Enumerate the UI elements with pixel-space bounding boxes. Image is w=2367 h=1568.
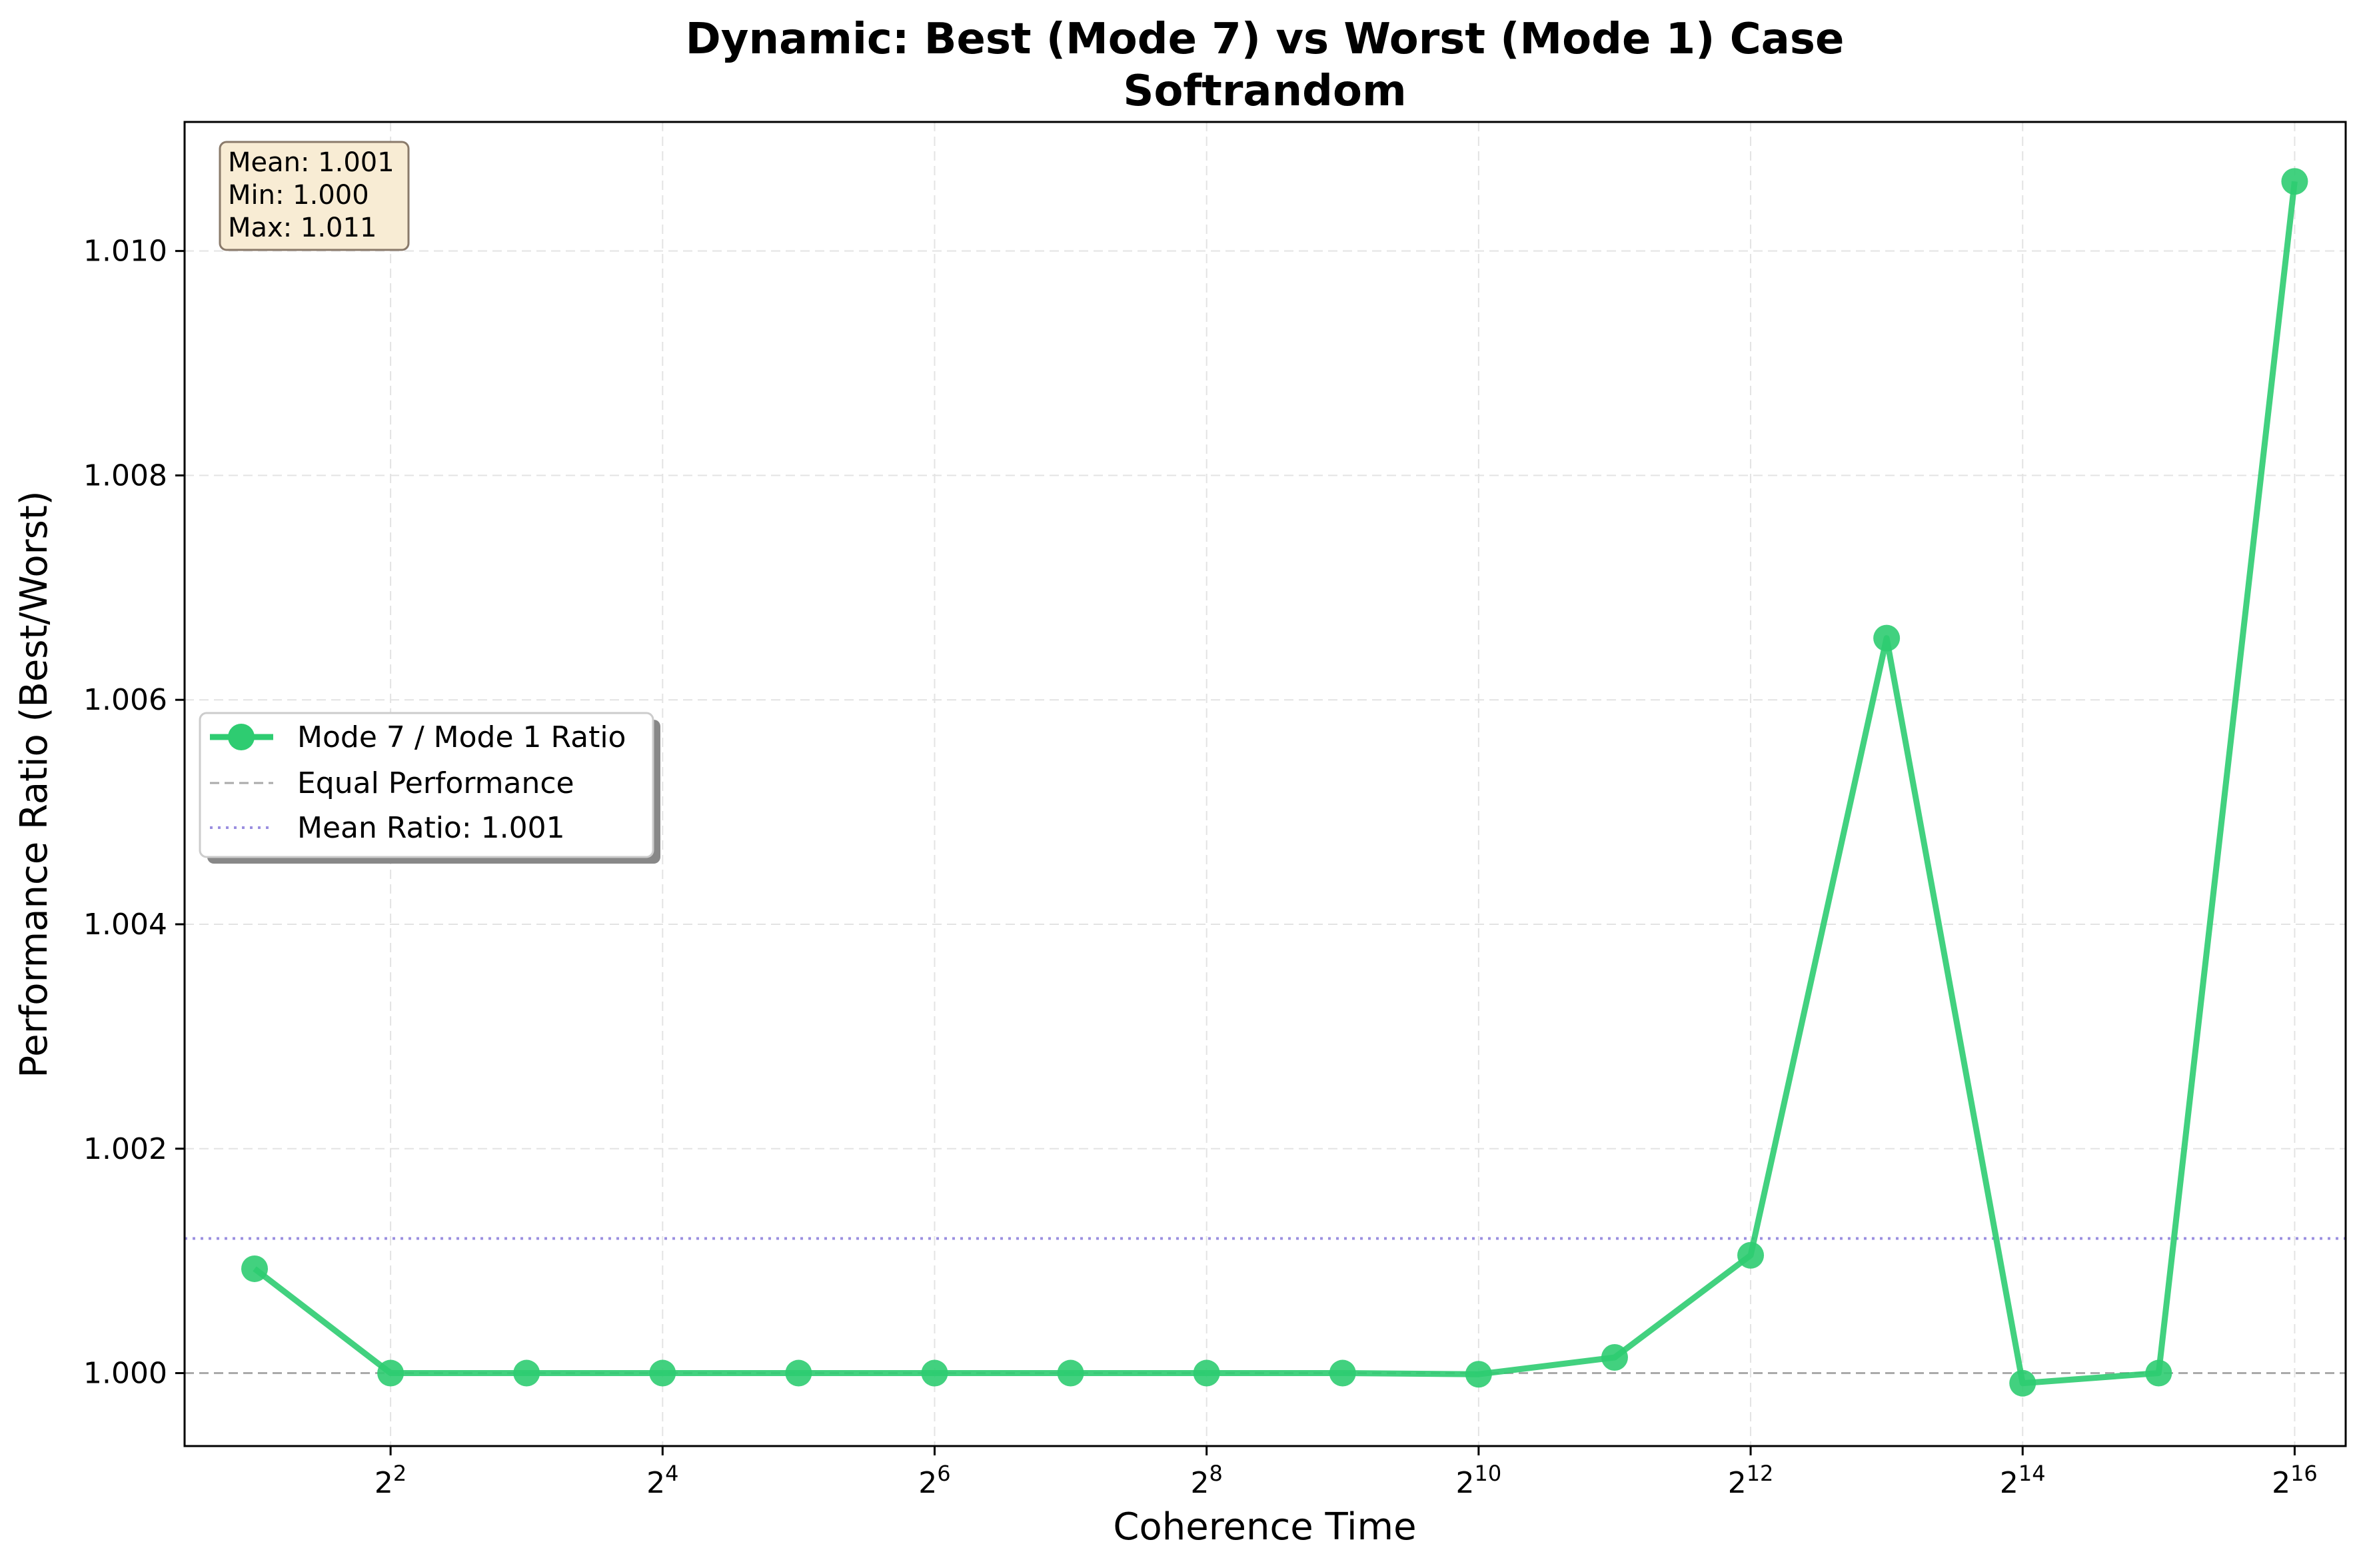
ratio-data-point <box>241 1255 269 1282</box>
x-tick-label: 28 <box>1190 1461 1222 1500</box>
x-tick-label: 26 <box>918 1461 950 1500</box>
ratio-data-point <box>649 1359 676 1387</box>
chart-subtitle: Softrandom <box>1123 67 1406 116</box>
ratio-data-point <box>1329 1359 1356 1387</box>
ratio-data-point <box>1057 1359 1084 1387</box>
ratio-data-point <box>377 1359 404 1387</box>
legend: Mode 7 / Mode 1 Ratio Equal Performance … <box>199 712 660 864</box>
y-axis-ticks: 1.000 1.002 1.004 1.006 1.008 1.010 <box>83 235 185 1391</box>
grid <box>185 122 2346 1446</box>
x-axis-ticks: 22 24 26 28 210 212 214 216 <box>375 1446 2318 1500</box>
chart-title: Dynamic: Best (Mode 7) vs Worst (Mode 1)… <box>686 15 1845 64</box>
stats-max: Max: 1.011 <box>228 213 377 243</box>
x-tick-label: 216 <box>2272 1461 2318 1500</box>
ratio-data-point <box>921 1359 948 1387</box>
ratio-data-point <box>2145 1359 2172 1387</box>
x-tick-label: 22 <box>375 1461 406 1500</box>
x-tick-label: 210 <box>1456 1461 1502 1500</box>
stats-box-background <box>219 141 410 251</box>
y-tick-label: 1.008 <box>83 458 167 492</box>
ratio-data-point <box>1465 1361 1492 1388</box>
ratio-data-point <box>785 1359 812 1387</box>
stats-min: Min: 1.000 <box>228 180 369 211</box>
y-tick-label: 1.010 <box>83 235 167 269</box>
plot-frame <box>183 121 2347 1447</box>
x-tick-label: 214 <box>2000 1461 2046 1500</box>
ratio-data-point <box>513 1359 540 1387</box>
ratio-data-point <box>1737 1241 1765 1269</box>
ratio-data-point <box>1873 624 1901 652</box>
ratio-data-point <box>1193 1359 1220 1387</box>
y-tick-label: 1.006 <box>83 683 167 717</box>
ratio-series-line <box>253 181 2298 1387</box>
reference-lines <box>185 1237 2346 1375</box>
ratio-data-point <box>1601 1343 1628 1371</box>
x-tick-label: 24 <box>646 1461 678 1500</box>
legend-label-mean: Mean Ratio: 1.001 <box>297 811 565 845</box>
ratio-data-point <box>2009 1369 2036 1397</box>
y-tick-label: 1.004 <box>83 908 167 942</box>
x-axis-label: Coherence Time <box>1113 1505 1416 1549</box>
y-tick-label: 1.000 <box>83 1357 167 1391</box>
stats-box: Mean: 1.001 Min: 1.000 Max: 1.011 <box>219 141 410 251</box>
legend-label-ratio: Mode 7 / Mode 1 Ratio <box>297 720 626 754</box>
legend-label-equal: Equal Performance <box>297 766 574 800</box>
ratio-data-point <box>2281 168 2308 195</box>
series <box>241 168 2308 1397</box>
stats-mean: Mean: 1.001 <box>228 147 394 178</box>
legend-box <box>199 712 654 858</box>
legend-swatch-ratio-marker <box>228 724 255 750</box>
x-tick-label: 212 <box>1728 1461 1774 1500</box>
y-axis-label: Performance Ratio (Best/Worst) <box>13 490 56 1078</box>
y-tick-label: 1.002 <box>83 1132 167 1166</box>
